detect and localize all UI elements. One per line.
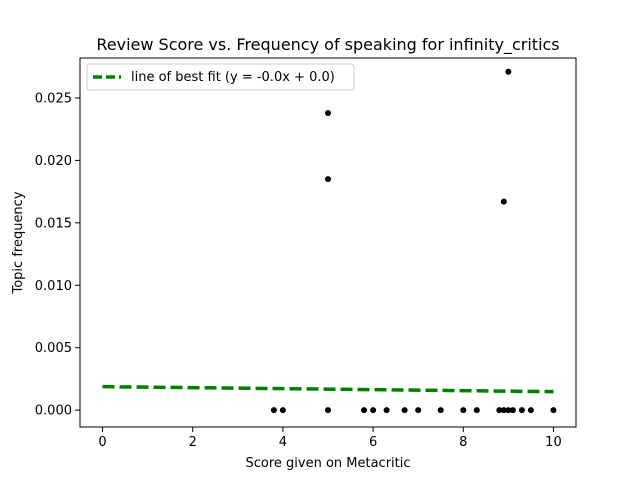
x-tick-label: 10 (545, 435, 562, 450)
x-tick-label: 2 (189, 435, 197, 450)
data-point (361, 407, 368, 414)
data-point (496, 407, 503, 414)
data-point (401, 407, 408, 414)
y-axis-label: Topic frequency (11, 191, 26, 294)
data-point (437, 407, 444, 414)
y-tick-label: 0.015 (35, 216, 72, 231)
data-point (383, 407, 390, 414)
y-tick-label: 0.020 (35, 154, 72, 169)
data-point (325, 109, 331, 116)
data-point (550, 407, 557, 414)
x-axis: 0 2 4 6 8 10 (98, 427, 562, 450)
y-tick-label: 0.010 (35, 279, 72, 294)
data-point (415, 407, 422, 414)
data-point (270, 407, 277, 414)
axes-frame (79, 57, 577, 428)
data-point (505, 68, 512, 75)
data-point (325, 176, 331, 183)
data-point (505, 407, 512, 414)
chart-title: Review Score vs. Frequency of speaking f… (96, 35, 559, 55)
legend-label: line of best fit (y = -0.0x + 0.0) (131, 70, 335, 85)
x-tick-label: 0 (98, 435, 106, 450)
best-fit-line (102, 384, 554, 394)
data-point (473, 407, 480, 414)
data-point (509, 407, 516, 414)
data-point (518, 407, 525, 414)
legend: line of best fit (y = -0.0x + 0.0) (86, 63, 355, 91)
y-axis: 0.000 0.005 0.010 0.015 0.020 0.025 (35, 91, 80, 419)
plot-area (102, 68, 557, 414)
data-point (527, 407, 534, 414)
x-tick-label: 8 (459, 435, 467, 450)
x-axis-label: Score given on Metacritic (245, 456, 410, 471)
y-tick-label: 0.005 (35, 341, 72, 356)
data-point (370, 407, 377, 414)
y-tick-label: 0.025 (35, 91, 72, 106)
data-point (460, 407, 467, 414)
data-point (500, 407, 507, 414)
data-point (325, 407, 331, 414)
legend-box (86, 63, 355, 91)
data-point (279, 407, 286, 414)
data-point (500, 198, 507, 205)
x-tick-label: 6 (369, 435, 377, 450)
y-tick-label: 0.000 (35, 404, 72, 419)
x-tick-label: 4 (279, 435, 287, 450)
